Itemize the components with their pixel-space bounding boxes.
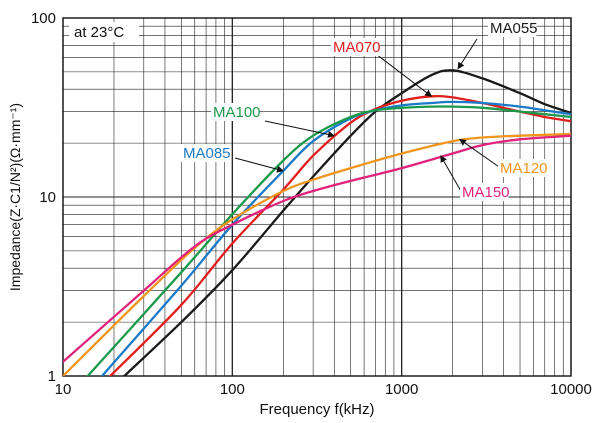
annotation-bg-ma085 [181,144,230,162]
x-tick-label: 10 [55,381,72,398]
annotation-label-ma150: MA150 [462,184,510,201]
annotation-arrow-ma100 [264,120,335,138]
series-line-ma055 [123,69,571,376]
y-axis-label: Impedance(Z·C1/N²)(Ω·mm⁻¹) [7,103,23,291]
annotation-bg-ma120 [498,159,547,177]
annotation-label-ma100: MA100 [213,104,261,121]
x-tick-label: 1000 [385,381,418,398]
annotation-arrow-ma150 [440,155,463,194]
annotation-arrow-ma055 [457,38,478,70]
series-line-ma150 [63,134,571,363]
annotation-arrow-ma120 [459,138,503,170]
series-line-ma120 [63,132,571,376]
x-tick-label: 10000 [550,381,592,398]
annotation-label-ma070: MA070 [333,39,381,56]
condition-label-bg [69,22,139,42]
annotation-bg-ma150 [460,183,509,201]
series-annotations: MA055 MA070 MA100 MA085 MA120 MA150 [181,19,548,201]
series-line-ma070 [109,94,571,376]
x-axis-label: Frequency f(kHz) [259,401,374,418]
annotation-bg-ma070 [331,38,380,56]
annotation-bg-ma100 [211,103,260,121]
annotation-label-ma055: MA055 [490,20,538,37]
y-tick-label: 100 [31,10,56,27]
annotation-bg-ma055 [488,19,537,37]
plot-frame [62,17,572,377]
y-tick-label: 1 [48,368,56,385]
annotation-arrow-ma070 [375,53,433,97]
series-lines [63,69,571,376]
condition-label: at 23°C [74,24,124,41]
x-tick-label: 100 [220,381,245,398]
annotation-arrow-ma085 [234,157,284,173]
annotation-label-ma085: MA085 [183,145,231,162]
y-tick-label: 10 [39,189,56,206]
annotation-label-ma120: MA120 [500,160,548,177]
series-line-ma100 [86,105,571,376]
